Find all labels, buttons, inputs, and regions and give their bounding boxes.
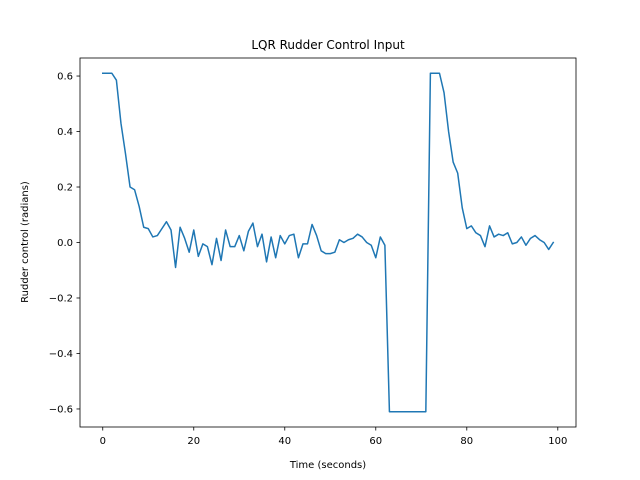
x-axis-ticks: 0 20 40 60 80 100	[100, 427, 567, 447]
y-axis-title: Rudder control (radians)	[20, 181, 31, 303]
x-tick-label: 0	[100, 436, 106, 447]
y-tick-label: −0.2	[49, 293, 73, 304]
y-tick-label: −0.4	[49, 349, 73, 360]
x-tick-label: 60	[369, 436, 382, 447]
x-tick-label: 100	[548, 436, 567, 447]
y-tick-label: 0.0	[57, 238, 73, 249]
y-axis-ticks: −0.6 −0.4 −0.2 0.0 0.2 0.4 0.6	[49, 72, 80, 415]
x-tick-label: 40	[278, 436, 291, 447]
y-tick-label: 0.4	[57, 127, 73, 138]
y-tick-label: 0.2	[57, 183, 73, 194]
y-tick-label: −0.6	[49, 404, 73, 415]
y-tick-label: 0.6	[57, 72, 73, 83]
series-line-rudder-control	[102, 72, 555, 413]
x-tick-label: 80	[460, 436, 473, 447]
plot-area: 0 20 40 60 80 100 −0.6 −0.4 −0.2 0.0 0.2 0.4 0.6	[49, 57, 577, 447]
chart-title: LQR Rudder Control Input	[251, 38, 405, 52]
x-axis-title: Time (seconds)	[289, 460, 366, 471]
x-tick-label: 20	[187, 436, 200, 447]
